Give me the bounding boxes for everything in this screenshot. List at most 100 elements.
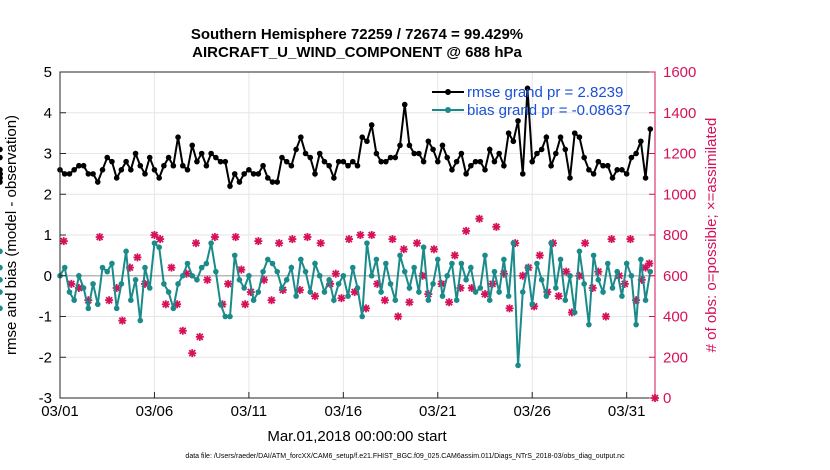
rmse-point xyxy=(590,171,597,177)
rmse-point xyxy=(170,162,177,169)
bias-point xyxy=(359,313,366,320)
y-tick-label: -2 xyxy=(39,349,52,366)
rmse-point xyxy=(642,175,649,181)
rmse-point xyxy=(543,134,550,140)
marker-stroke xyxy=(356,231,364,239)
marker-stroke xyxy=(317,239,325,247)
rmse-point xyxy=(203,162,210,169)
bias-point xyxy=(312,260,318,267)
y2-tick-label: 800 xyxy=(663,227,688,244)
bias-point xyxy=(614,268,621,275)
marker-stroke xyxy=(362,304,370,312)
y2-tick-label: 1200 xyxy=(663,146,696,163)
bias-point xyxy=(109,260,115,267)
obs-count-marker xyxy=(399,245,408,254)
bias-point xyxy=(184,260,191,267)
rmse-point xyxy=(623,171,630,177)
bias-point xyxy=(345,293,351,299)
bias-point xyxy=(175,281,181,287)
rmse-point xyxy=(486,146,493,153)
obs-count-marker xyxy=(475,214,484,223)
bias-point xyxy=(222,313,229,320)
rmse-point xyxy=(373,150,380,157)
marker-stroke xyxy=(400,245,408,253)
bias-point xyxy=(581,281,587,287)
bias-point xyxy=(132,277,139,283)
x-tick-label: 03/11 xyxy=(231,403,267,420)
bias-point xyxy=(609,285,616,291)
footer-file-path: data file: /Users/raeder/DAI/ATM_forcXX/… xyxy=(185,453,625,460)
rmse-point xyxy=(354,162,361,169)
obs-count-marker xyxy=(133,253,142,262)
obs-count-marker xyxy=(345,235,353,244)
bias-point xyxy=(482,252,488,259)
rmse-point xyxy=(0,154,3,161)
obs-count-marker xyxy=(535,251,544,260)
bias-point xyxy=(472,289,479,295)
bias-point xyxy=(236,277,243,283)
bias-point xyxy=(269,260,276,267)
rmse-point xyxy=(0,175,3,181)
marker-stroke xyxy=(67,280,75,288)
rmse-point xyxy=(401,101,408,108)
bias-point xyxy=(406,285,413,291)
rmse-point xyxy=(241,171,247,177)
bias-point xyxy=(373,256,380,263)
marker-stroke xyxy=(581,239,589,247)
obs-count-marker xyxy=(505,304,514,313)
marker-stroke xyxy=(615,272,623,280)
rmse-point xyxy=(463,171,469,177)
bias-point xyxy=(123,248,129,255)
marker-stroke xyxy=(337,294,346,302)
marker-stroke xyxy=(602,312,610,321)
bias-point xyxy=(151,240,158,246)
marker-stroke xyxy=(188,349,196,357)
bias-point xyxy=(288,264,295,271)
bias-point xyxy=(307,289,314,295)
marker-stroke xyxy=(645,259,653,268)
rmse-point xyxy=(293,146,299,153)
rmse-point xyxy=(345,162,351,169)
x-tick-label: 03/01 xyxy=(41,403,79,420)
bias-point xyxy=(137,317,144,324)
rmse-point xyxy=(600,162,606,169)
rmse-point xyxy=(586,167,592,173)
rmse-point xyxy=(364,138,370,145)
bias-point xyxy=(71,297,77,304)
obs-count-marker xyxy=(156,235,165,244)
marker-stroke xyxy=(562,268,570,276)
obs-count-marker xyxy=(462,226,471,235)
obs-count-marker xyxy=(178,326,187,335)
marker-stroke xyxy=(133,253,142,262)
bias-point xyxy=(231,252,238,259)
y-tick-label: 2 xyxy=(44,186,52,203)
bias-point xyxy=(562,297,569,304)
rmse-point xyxy=(571,130,578,136)
rmse-point xyxy=(562,146,569,153)
marker-stroke xyxy=(505,304,514,312)
marker-stroke xyxy=(626,235,635,243)
bias-point xyxy=(170,305,177,312)
bias-point xyxy=(0,305,3,312)
y2-tick-label: 400 xyxy=(663,309,688,326)
rmse-point xyxy=(604,162,611,169)
y2-tick-label: 200 xyxy=(663,349,688,366)
bias-point xyxy=(279,285,285,291)
bias-point xyxy=(463,277,469,283)
bias-point xyxy=(642,297,649,304)
obs-count-marker xyxy=(413,239,421,248)
bias-point xyxy=(250,297,257,304)
y2-tick-label: 600 xyxy=(663,268,688,285)
rmse-point xyxy=(156,175,162,181)
obs-count-marker xyxy=(316,239,325,248)
rmse-point xyxy=(123,158,129,165)
bias-point xyxy=(600,289,606,295)
bias-point xyxy=(604,260,611,267)
bias-point xyxy=(0,248,3,255)
rmse-point xyxy=(416,150,422,157)
marker-stroke xyxy=(192,239,200,247)
rmse-point xyxy=(392,154,399,161)
bias-point xyxy=(161,281,167,287)
marker-stroke xyxy=(451,251,459,260)
bias-point xyxy=(302,268,309,275)
